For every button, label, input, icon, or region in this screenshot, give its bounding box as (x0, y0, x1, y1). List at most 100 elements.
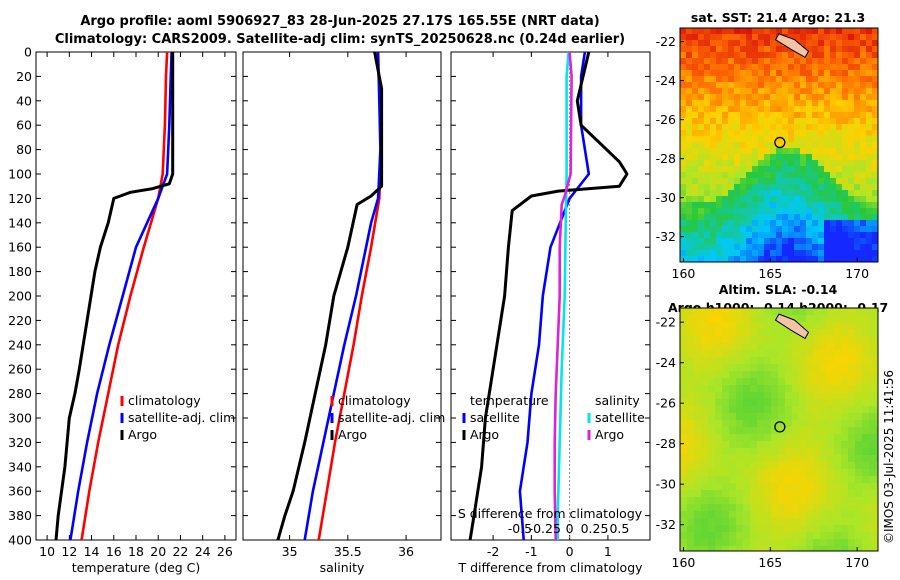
sst_map-cell (836, 232, 843, 239)
sst_map-cell (830, 250, 837, 257)
sla_map-cell (876, 448, 878, 456)
sla_map-cell (841, 497, 849, 505)
sst_map-cell (836, 28, 843, 35)
sla_map-cell (778, 441, 786, 449)
sst_map-cell (752, 58, 759, 65)
sst_map-cell (860, 112, 867, 119)
sla_map-cell (799, 462, 807, 470)
sst_map-cell (686, 142, 693, 149)
sst_map-cell (794, 238, 801, 245)
sla_map-cell (680, 448, 688, 456)
sst_map-cell (848, 124, 855, 131)
sst_map-cell (704, 28, 711, 35)
sst_map-cell (854, 124, 861, 131)
sla_map-cell (750, 399, 758, 407)
sst_map-cell (836, 142, 843, 149)
sla_map-cell (827, 378, 835, 386)
sst_map-cell (710, 94, 717, 101)
sst_map-cell (860, 226, 867, 233)
sla_map-cell (680, 434, 688, 442)
sst_map-cell (866, 118, 873, 125)
sst_map-cell (818, 40, 825, 47)
sst_map-cell (710, 184, 717, 191)
sst_map-cell (764, 70, 771, 77)
sst_map-cell (716, 58, 723, 65)
sla_map-cell (729, 413, 737, 421)
sla_map-cell (855, 308, 863, 316)
sst_map-cell (854, 154, 861, 161)
sst_map-cell (824, 28, 831, 35)
sst_map-cell (824, 160, 831, 167)
sst_map-cell (752, 166, 759, 173)
sst_map-cell (836, 154, 843, 161)
sla_map-cell (764, 525, 772, 533)
sla_map-cell (834, 518, 842, 526)
sla_map-cell (834, 490, 842, 498)
sst_map-cell (824, 238, 831, 245)
sst_map-cell (782, 190, 789, 197)
sla_map-cell (694, 364, 702, 372)
sst_map-cell (680, 160, 687, 167)
sla_map-cell (715, 364, 723, 372)
sla_map-cell (820, 336, 828, 344)
sst_map-cell (710, 130, 717, 137)
sst_map-cell (788, 88, 795, 95)
sst_map-cell (818, 82, 825, 89)
sst_map-cell (776, 40, 783, 47)
sla_map-cell (855, 322, 863, 330)
sst_map-cell (830, 82, 837, 89)
sst_map-cell (872, 160, 878, 167)
sla_map-cell (694, 448, 702, 456)
sla_map-cell (736, 455, 744, 463)
sla_map-cell (757, 518, 765, 526)
sst_map-cell (740, 106, 747, 113)
sst_map-cell (842, 220, 849, 227)
sla_map-cell (722, 357, 730, 365)
sla_map-cell (834, 357, 842, 365)
sst_map-cell (794, 64, 801, 71)
sla_map-cell (876, 483, 878, 491)
sla_map-cell (736, 504, 744, 512)
sla_map-cell (701, 392, 709, 400)
sla_map-cell (799, 469, 807, 477)
sla_map-cell (827, 385, 835, 393)
sst_map-cell (830, 76, 837, 83)
sst_map-cell (734, 34, 741, 41)
sla_map-cell (862, 308, 870, 316)
sla_map-cell (806, 357, 814, 365)
sla_map-cell (701, 532, 709, 540)
sst_map-cell (818, 52, 825, 59)
sla_map-cell (715, 350, 723, 358)
sla_map-cell (694, 329, 702, 337)
salinity-xtick-label: 35 (282, 544, 298, 559)
sla_map-cell (806, 525, 814, 533)
sla_map-cell (680, 378, 688, 386)
sst_map-cell (692, 256, 699, 262)
sst_map-cell (710, 226, 717, 233)
sst_map-cell (722, 124, 729, 131)
sst_map-cell (728, 190, 735, 197)
sst_map-cell (722, 160, 729, 167)
sst_map-cell (854, 178, 861, 185)
sla_map-cell (799, 483, 807, 491)
sla_map-cell (736, 518, 744, 526)
sla_map-cell (757, 427, 765, 435)
sla_map-cell (813, 336, 821, 344)
sst_map-cell (698, 28, 705, 35)
sla_map-cell (750, 322, 758, 330)
sla_map-cell (820, 441, 828, 449)
sla_map-cell (708, 483, 716, 491)
sst_map-xtick-label: 170 (845, 266, 869, 281)
sst_map-cell (794, 232, 801, 239)
sla_map-cell (785, 343, 793, 351)
sst_map-cell (860, 118, 867, 125)
sst_map-cell (770, 100, 777, 107)
sla_map-cell (778, 385, 786, 393)
sst_map-cell (758, 250, 765, 257)
sst_map-cell (788, 64, 795, 71)
sst_map-cell (872, 70, 878, 77)
sst_map-cell (788, 226, 795, 233)
sst_map-cell (818, 28, 825, 35)
sst_map-cell (836, 34, 843, 41)
